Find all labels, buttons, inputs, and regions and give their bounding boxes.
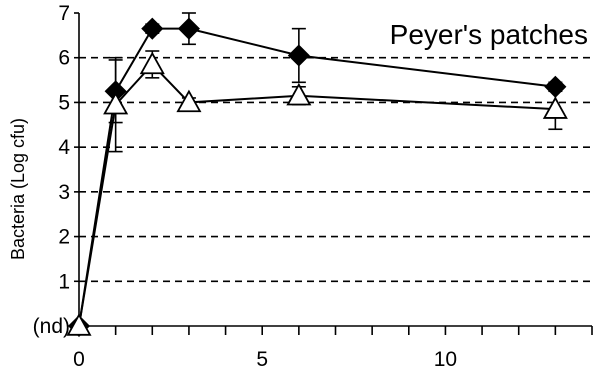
x-tick-label: 5 bbox=[256, 348, 268, 371]
diamond-marker bbox=[177, 17, 200, 40]
y-tick-label: 2 bbox=[58, 226, 70, 249]
series-line bbox=[78, 27, 556, 327]
y-tick-label: (nd) bbox=[33, 315, 70, 338]
diamond-marker bbox=[141, 17, 164, 40]
x-tick-label: 0 bbox=[73, 348, 85, 371]
triangle-marker bbox=[542, 96, 568, 119]
x-tick-label: 10 bbox=[434, 348, 457, 371]
y-tick-label: 6 bbox=[58, 47, 70, 70]
series-2 bbox=[66, 50, 568, 336]
y-tick-label: 4 bbox=[58, 136, 70, 159]
y-tick-label: 7 bbox=[58, 2, 70, 25]
series-1 bbox=[67, 12, 567, 338]
diamond-marker bbox=[287, 44, 310, 67]
y-axis-title: Bacteria (Log cfu) bbox=[8, 118, 28, 260]
y-tick-label: 5 bbox=[58, 91, 70, 114]
triangle-marker bbox=[66, 313, 92, 336]
triangle-marker bbox=[103, 91, 129, 115]
chart-title: Peyer's patches bbox=[390, 19, 588, 50]
axes: (nd) 1 2 3 4 5 6 7 0 5 10 bbox=[33, 2, 593, 371]
series-layer bbox=[66, 12, 568, 338]
triangle-marker bbox=[139, 51, 165, 75]
triangle-marker bbox=[176, 89, 202, 113]
y-tick-label: 1 bbox=[58, 270, 70, 293]
grid-lines bbox=[79, 56, 592, 283]
series-line bbox=[78, 62, 556, 327]
y-tick-label: 3 bbox=[58, 181, 70, 204]
triangle-marker bbox=[286, 82, 312, 106]
